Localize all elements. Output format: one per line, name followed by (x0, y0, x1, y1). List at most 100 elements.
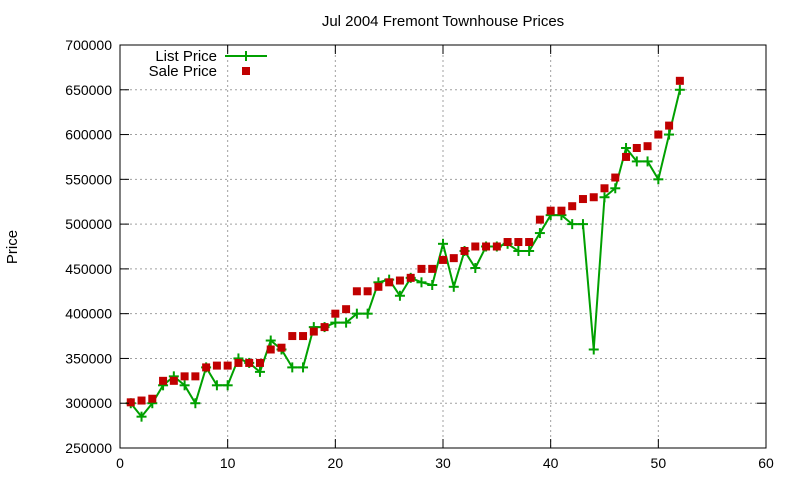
sale-price-point (191, 372, 200, 381)
series-sale-price (126, 76, 684, 407)
y-tick-label: 550000 (65, 171, 112, 187)
sale-price-point (428, 264, 437, 273)
sale-price-point (374, 282, 383, 291)
sale-price-point (331, 309, 340, 318)
sale-price-point (632, 143, 641, 152)
sale-price-point (342, 305, 351, 314)
x-tick-label: 30 (435, 455, 451, 471)
list-price-point (534, 228, 545, 239)
list-price-point (631, 156, 642, 167)
sale-price-point (148, 394, 157, 403)
sale-price-point (503, 238, 512, 247)
list-price-point (179, 380, 190, 391)
axis-tick-labels: 250000 300000 350000 400000 450000 500000 5500… (65, 37, 774, 471)
sale-price-point (439, 255, 447, 264)
sale-price-point (363, 287, 372, 296)
sale-price-point (492, 242, 501, 251)
y-tick-label: 250000 (65, 440, 112, 456)
list-price-point (577, 219, 588, 230)
legend: List Price Sale Price (149, 48, 267, 80)
sale-price-point (546, 206, 555, 215)
list-price-point (351, 308, 362, 319)
sale-price-point (654, 130, 663, 139)
chart-title: Jul 2004 Fremont Townhouse Prices (322, 13, 564, 30)
list-price-point (265, 335, 276, 346)
y-tick-label: 400000 (65, 306, 112, 322)
list-price-point (438, 238, 448, 249)
sale-price-point (255, 358, 264, 367)
legend-marker-list-price (241, 51, 251, 61)
list-price-point (341, 317, 352, 328)
sale-price-point (320, 323, 329, 332)
legend-label-list-price: List Price (155, 48, 217, 65)
list-price-point (524, 245, 535, 256)
y-tick-label: 500000 (65, 216, 112, 232)
list-price-point (222, 380, 233, 391)
list-price-point (642, 156, 653, 167)
sale-price-point (482, 242, 491, 251)
x-tick-label: 40 (543, 455, 559, 471)
list-price-point (664, 129, 675, 140)
sale-price-point (460, 246, 469, 255)
y-tick-label: 650000 (65, 82, 112, 98)
sale-price-point (169, 376, 178, 385)
sale-price-point (277, 343, 286, 352)
sale-price-point (600, 184, 609, 193)
legend-sample-list-price (225, 51, 267, 61)
y-tick-label: 600000 (65, 127, 112, 143)
sale-price-point (665, 121, 674, 130)
list-price-point (211, 380, 222, 391)
y-tick-label: 450000 (65, 261, 112, 277)
y-axis-label: Price (4, 230, 21, 264)
list-price-point (136, 411, 147, 422)
sale-price-point (234, 358, 243, 367)
list-price-point (567, 219, 578, 230)
legend-label-sale-price: Sale Price (149, 63, 217, 80)
sale-price-point (406, 273, 415, 282)
list-price-point (287, 362, 298, 373)
x-tick-label: 60 (758, 455, 774, 471)
sale-price-point (299, 332, 308, 341)
sale-price-point (578, 195, 587, 204)
sale-price-point (288, 332, 297, 341)
y-tick-label: 700000 (65, 37, 112, 53)
sale-price-point (352, 287, 361, 296)
sale-price-point (212, 361, 221, 370)
plot-series (125, 76, 685, 422)
list-price-point (448, 281, 459, 292)
legend-marker-sale-price (242, 67, 250, 75)
sale-price-point (417, 264, 426, 273)
sale-price-point (223, 361, 232, 370)
sale-price-point (611, 173, 620, 182)
list-price-point (610, 183, 621, 194)
sale-price-point (309, 327, 318, 336)
list-price-point (513, 245, 524, 256)
sale-price-point (557, 206, 566, 215)
sale-price-point (266, 345, 275, 354)
list-price-point (298, 362, 309, 373)
sale-price-point (514, 238, 523, 247)
list-price-point (599, 192, 610, 203)
x-tick-label: 20 (328, 455, 344, 471)
sale-price-point (449, 254, 458, 263)
list-price-point (674, 84, 685, 95)
sale-price-point (245, 358, 254, 367)
legend-sample-sale-price (242, 67, 250, 75)
y-tick-label: 350000 (65, 350, 112, 366)
list-price-point (653, 174, 664, 185)
list-price-point (362, 308, 373, 319)
axis-ticks (119, 44, 767, 449)
sale-price-point (643, 142, 652, 151)
sale-price-point (675, 76, 684, 85)
x-tick-label: 0 (116, 455, 124, 471)
list-price-point (621, 142, 632, 153)
list-price-point (588, 344, 599, 355)
y-tick-label: 300000 (65, 395, 112, 411)
sale-price-point (126, 398, 135, 407)
sale-price-point (622, 152, 631, 161)
sale-price-point (395, 276, 404, 285)
sale-price-point (180, 372, 189, 381)
x-tick-label: 10 (220, 455, 236, 471)
list-price-line (129, 89, 681, 418)
